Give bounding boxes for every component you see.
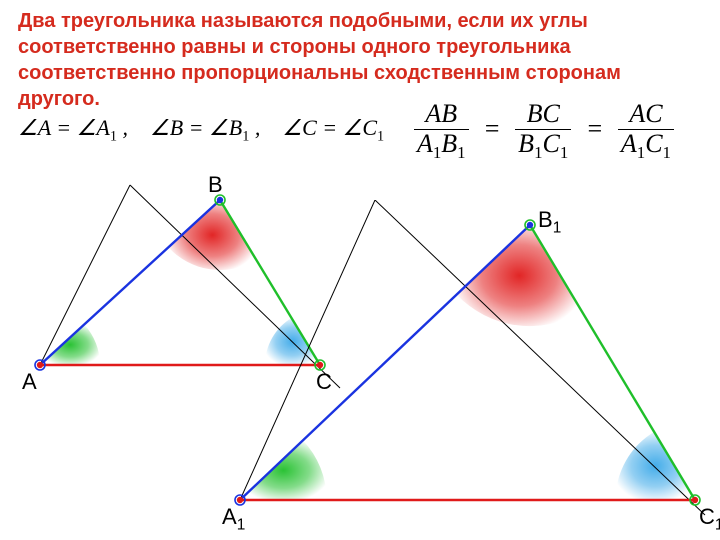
label-A1: A1	[222, 504, 245, 534]
angle-equalities: ∠A = ∠A1 , ∠B = ∠B1 , ∠C = ∠C1	[18, 115, 384, 145]
triangle-large	[200, 200, 720, 530]
formula-row: ∠A = ∠A1 , ∠B = ∠B1 , ∠C = ∠C1 AB A1B1 =…	[18, 115, 698, 145]
label-C1: C1	[699, 504, 720, 534]
ratio-2: BC B1C1	[515, 100, 571, 162]
ratio-3: AC A1C1	[618, 100, 674, 162]
angle-eq-3: ∠C = ∠C1	[282, 115, 384, 140]
ratio-equalities: AB A1B1 = BC B1C1 = AC A1C1	[410, 100, 678, 162]
label-C: C	[316, 369, 332, 395]
label-A: A	[22, 369, 37, 395]
ratio-1: AB A1B1	[414, 100, 469, 162]
label-B: B	[208, 172, 223, 198]
definition-text: Два треугольника называются подобными, е…	[18, 8, 698, 112]
angle-eq-2: ∠B = ∠B1 ,	[150, 115, 260, 140]
angle-eq-1: ∠A = ∠A1 ,	[18, 115, 128, 140]
label-B1: B1	[538, 207, 561, 237]
